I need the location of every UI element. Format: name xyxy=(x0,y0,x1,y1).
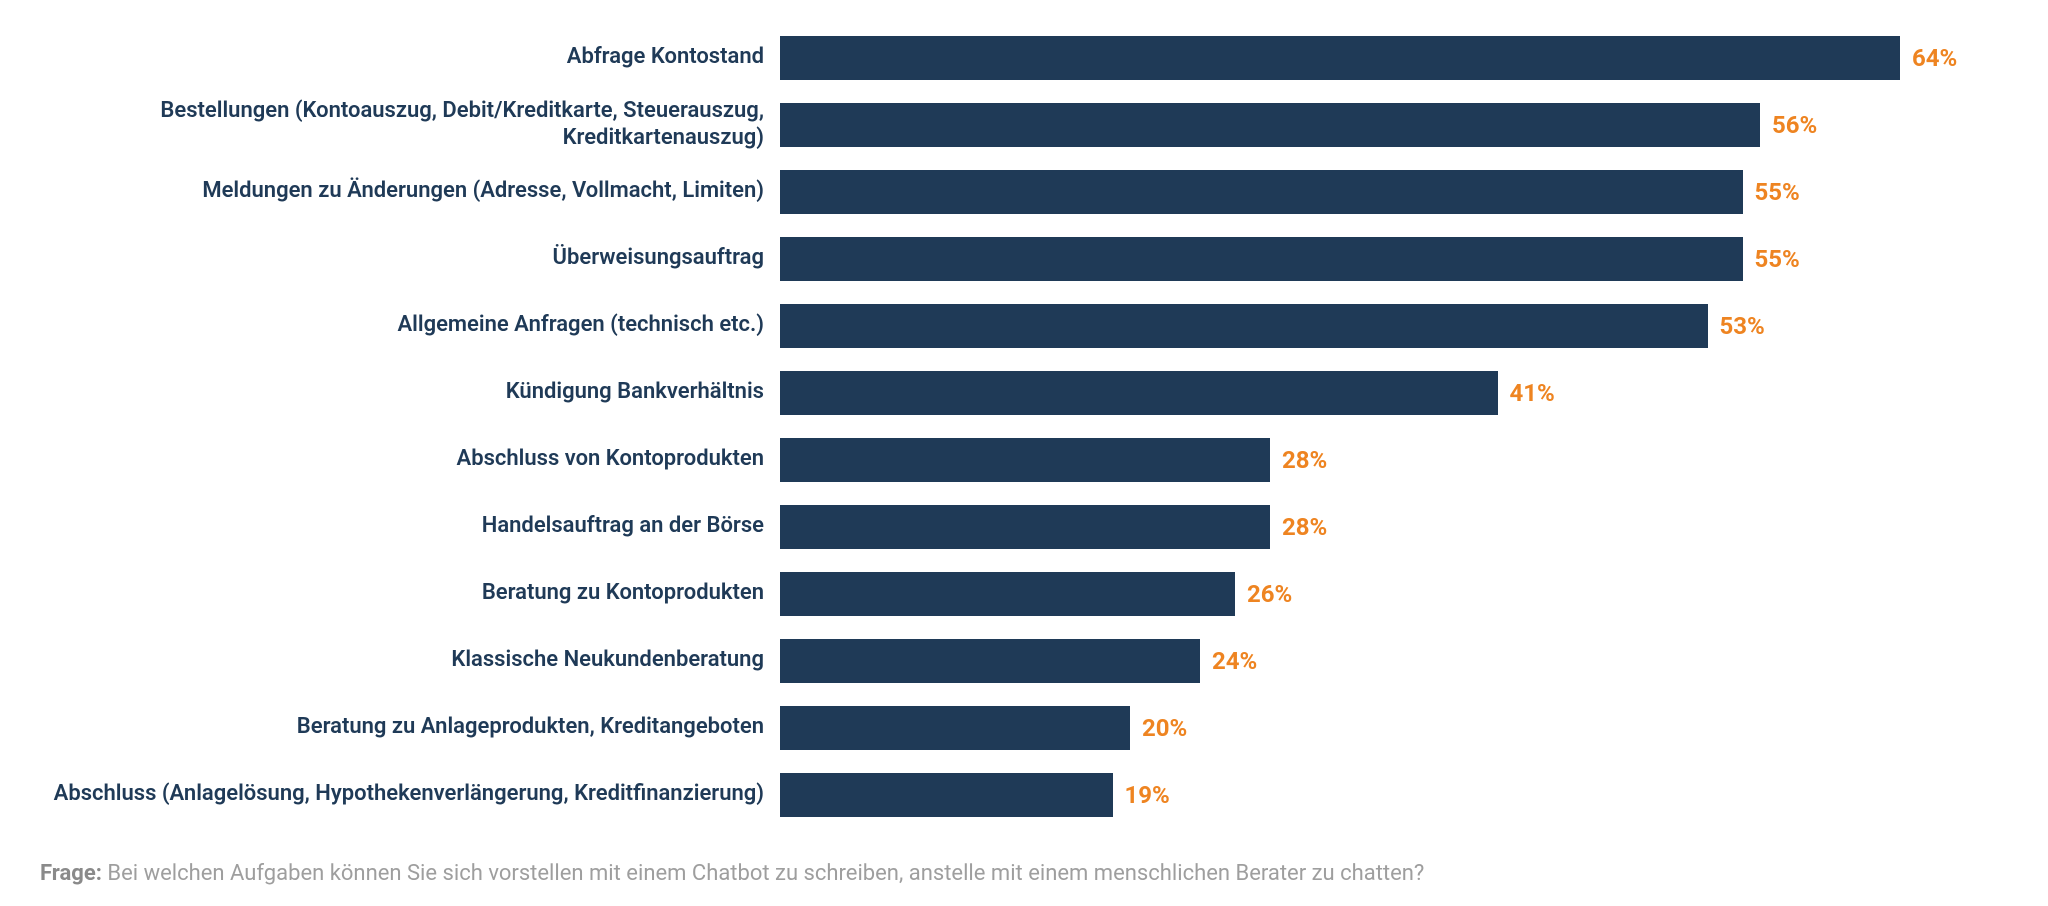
bar-value: 28% xyxy=(1282,446,1327,474)
bar-label: Abschluss von Kontoprodukten xyxy=(40,446,780,472)
question-text: Bei welchen Aufgaben können Sie sich vor… xyxy=(107,861,1424,886)
bar-value: 64% xyxy=(1912,44,1957,72)
bar xyxy=(780,304,1708,348)
bar-value: 19% xyxy=(1125,781,1170,809)
chart-row: Bestellungen (Kontoauszug, Debit/Kreditk… xyxy=(40,97,2008,152)
bar-area: 26% xyxy=(780,572,2008,616)
bar-value: 28% xyxy=(1282,513,1327,541)
bar-label: Abschluss (Anlagelösung, Hypothekenverlä… xyxy=(40,781,780,807)
bar-label: Überweisungsauftrag xyxy=(40,245,780,271)
bar-label: Klassische Neukundenberatung xyxy=(40,647,780,673)
bar-area: 64% xyxy=(780,36,2008,80)
bar xyxy=(780,36,1900,80)
horizontal-bar-chart: Abfrage Kontostand 64% Bestellungen (Konto… xyxy=(40,30,2008,822)
bar xyxy=(780,438,1270,482)
bar xyxy=(780,773,1113,817)
chart-container: Abfrage Kontostand 64% Bestellungen (Konto… xyxy=(0,0,2048,906)
chart-row: Klassische Neukundenberatung 24% xyxy=(40,633,2008,688)
bar xyxy=(780,706,1130,750)
chart-row: Beratung zu Kontoprodukten 26% xyxy=(40,566,2008,621)
chart-row: Überweisungsauftrag 55% xyxy=(40,231,2008,286)
bar xyxy=(780,572,1235,616)
chart-row: Meldungen zu Änderungen (Adresse, Vollma… xyxy=(40,164,2008,219)
question-footer: Frage: Bei welchen Aufgaben können Sie s… xyxy=(40,861,1424,886)
bar-value: 41% xyxy=(1510,379,1555,407)
bar-area: 19% xyxy=(780,773,2008,817)
bar-value: 53% xyxy=(1720,312,1765,340)
bar-area: 20% xyxy=(780,706,2008,750)
bar-area: 55% xyxy=(780,170,2008,214)
bar-value: 56% xyxy=(1772,111,1817,139)
bar-area: 28% xyxy=(780,438,2008,482)
bar-area: 28% xyxy=(780,505,2008,549)
bar-label: Kündigung Bankverhältnis xyxy=(40,379,780,405)
bar-label: Beratung zu Anlageprodukten, Kreditangeb… xyxy=(40,714,780,740)
bar-value: 24% xyxy=(1212,647,1257,675)
bar-value: 20% xyxy=(1142,714,1187,742)
bar-label: Allgemeine Anfragen (technisch etc.) xyxy=(40,312,780,338)
chart-row: Beratung zu Anlageprodukten, Kreditangeb… xyxy=(40,700,2008,755)
bar-area: 53% xyxy=(780,304,2008,348)
bar xyxy=(780,237,1743,281)
bar xyxy=(780,505,1270,549)
bar-area: 56% xyxy=(780,103,2008,147)
bar-value: 55% xyxy=(1755,245,1800,273)
bar-label: Beratung zu Kontoprodukten xyxy=(40,580,780,606)
bar-label: Bestellungen (Kontoauszug, Debit/Kreditk… xyxy=(40,98,780,151)
bar xyxy=(780,371,1498,415)
chart-row: Allgemeine Anfragen (technisch etc.) 53% xyxy=(40,298,2008,353)
bar-label: Meldungen zu Änderungen (Adresse, Vollma… xyxy=(40,178,780,204)
question-lead: Frage: xyxy=(40,861,102,886)
bar-label: Handelsauftrag an der Börse xyxy=(40,513,780,539)
bar-area: 41% xyxy=(780,371,2008,415)
chart-row: Kündigung Bankverhältnis 41% xyxy=(40,365,2008,420)
bar xyxy=(780,103,1760,147)
bar-area: 24% xyxy=(780,639,2008,683)
bar-label: Abfrage Kontostand xyxy=(40,44,780,70)
bar xyxy=(780,170,1743,214)
bar-value: 55% xyxy=(1755,178,1800,206)
bar-value: 26% xyxy=(1247,580,1292,608)
bar xyxy=(780,639,1200,683)
chart-row: Handelsauftrag an der Börse 28% xyxy=(40,499,2008,554)
chart-row: Abschluss von Kontoprodukten 28% xyxy=(40,432,2008,487)
bar-area: 55% xyxy=(780,237,2008,281)
chart-row: Abfrage Kontostand 64% xyxy=(40,30,2008,85)
chart-row: Abschluss (Anlagelösung, Hypothekenverlä… xyxy=(40,767,2008,822)
